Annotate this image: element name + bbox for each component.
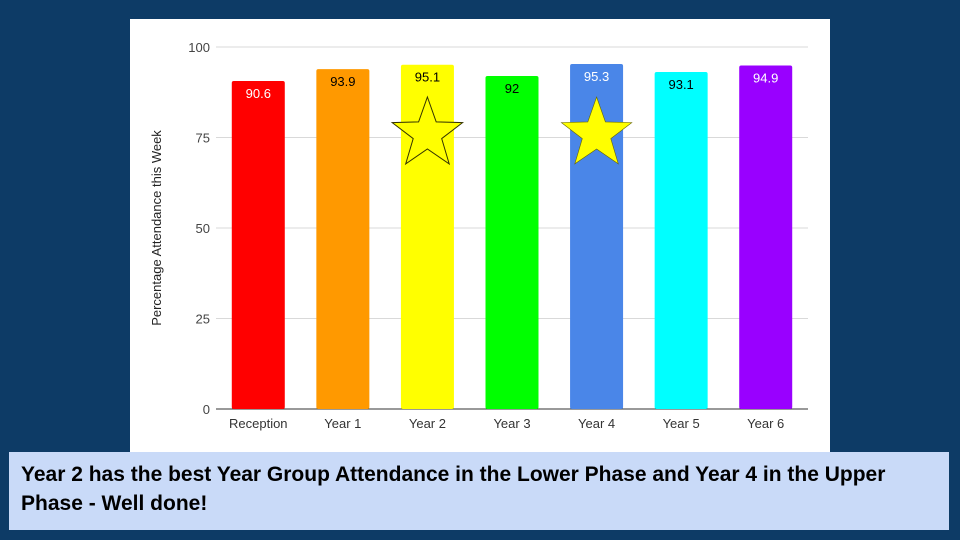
x-tick-label: Year 6 xyxy=(747,416,784,431)
caption-box: Year 2 has the best Year Group Attendanc… xyxy=(9,452,949,530)
caption-text: Year 2 has the best Year Group Attendanc… xyxy=(21,463,886,515)
chart-panel: 0 25 50 75 100 Percentage Attendance this Wee… xyxy=(130,19,830,452)
bar[interactable] xyxy=(485,75,539,410)
data-label: 93.1 xyxy=(668,77,693,92)
x-tick-label: Year 2 xyxy=(409,416,446,431)
data-label: 90.6 xyxy=(246,86,271,101)
bar[interactable] xyxy=(316,69,370,409)
y-tick-label: 0 xyxy=(203,402,210,417)
y-tick-label: 25 xyxy=(196,312,210,327)
x-tick-label: Year 5 xyxy=(663,416,700,431)
data-label: 94.9 xyxy=(753,70,778,85)
data-label: 95.1 xyxy=(415,70,440,85)
bar-chart: 0 25 50 75 100 Percentage Attendance this Wee… xyxy=(149,40,808,431)
x-tick-label: Year 1 xyxy=(324,416,361,431)
bar[interactable] xyxy=(739,65,793,409)
star-icon xyxy=(390,95,465,166)
x-tick-label: Reception xyxy=(229,416,288,431)
y-axis-title: Percentage Attendance this Week xyxy=(149,130,164,326)
bar[interactable] xyxy=(231,81,285,409)
data-label: 93.9 xyxy=(330,74,355,89)
y-tick-label: 75 xyxy=(196,131,210,146)
data-label: 95.3 xyxy=(584,69,609,84)
x-tick-label: Year 4 xyxy=(578,416,615,431)
x-tick-label: Year 3 xyxy=(493,416,530,431)
data-label: 92 xyxy=(505,81,519,96)
star-icon xyxy=(560,96,633,165)
y-tick-label: 50 xyxy=(196,221,210,236)
y-tick-label: 100 xyxy=(188,40,210,55)
bar[interactable] xyxy=(654,71,708,409)
